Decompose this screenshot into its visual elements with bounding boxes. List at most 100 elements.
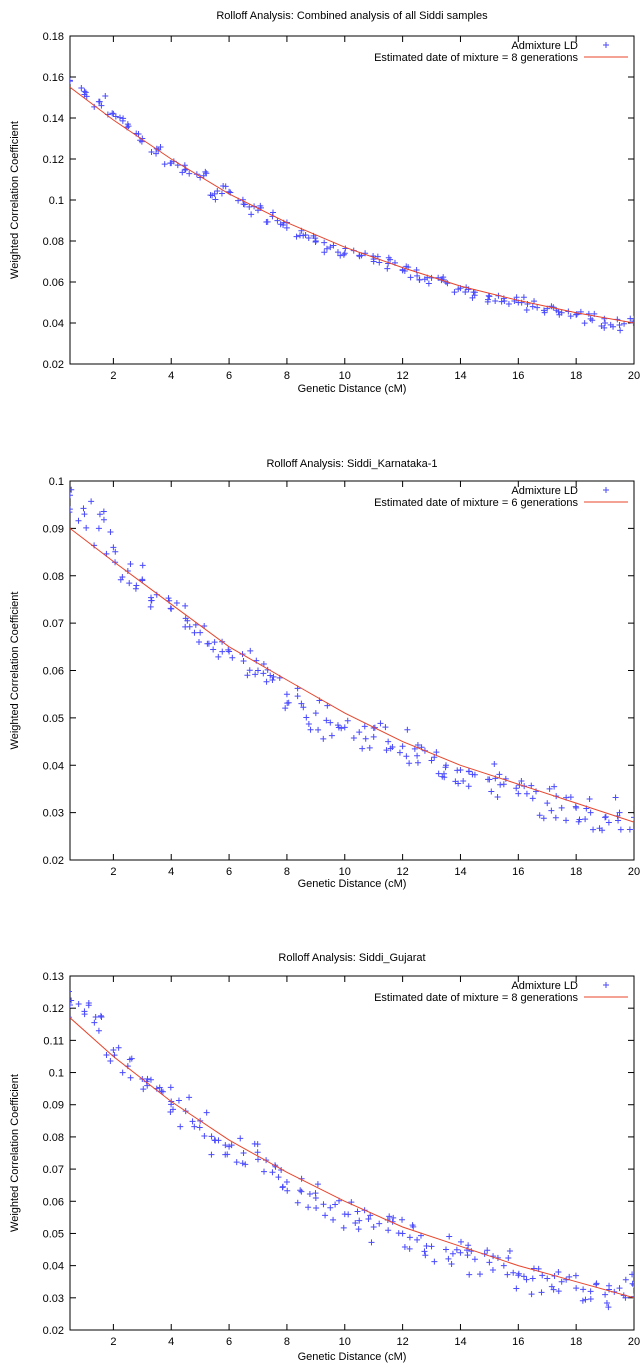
data-point	[428, 1243, 435, 1250]
data-point-jitter	[572, 803, 579, 810]
data-point-jitter	[455, 286, 462, 293]
data-point-jitter	[457, 1238, 464, 1245]
data-point-jitter	[444, 280, 451, 287]
x-tick-label: 4	[168, 370, 174, 382]
data-point-jitter	[207, 192, 214, 199]
data-point-jitter	[469, 294, 476, 301]
data-point	[255, 1156, 261, 1163]
data-point	[298, 700, 305, 707]
data-point-jitter	[523, 1276, 530, 1283]
data-point-jitter	[167, 605, 174, 612]
data-point-jitter	[305, 1204, 312, 1211]
x-tick-label: 6	[226, 1336, 232, 1348]
data-point	[471, 1256, 478, 1263]
data-point-jitter	[233, 1159, 240, 1166]
data-point-jitter	[638, 829, 643, 835]
data-point-jitter	[465, 783, 472, 790]
legend-label: Estimated date of mixture = 8 generation…	[374, 52, 578, 64]
data-point-jitter	[406, 1234, 413, 1241]
fit-line	[70, 86, 634, 324]
data-point-jitter	[598, 323, 605, 330]
y-tick-label: 0.02	[43, 1325, 64, 1337]
data-point-jitter	[636, 829, 642, 835]
data-point-jitter	[404, 726, 411, 733]
data-point	[356, 1217, 363, 1224]
data-point	[327, 1204, 334, 1211]
x-tick-label: 14	[454, 370, 466, 382]
x-tick-label: 18	[570, 866, 582, 878]
y-tick-label: 0.08	[43, 1132, 64, 1144]
y-tick-label: 0.05	[43, 713, 64, 725]
data-point-jitter	[382, 724, 389, 731]
data-point-jitter	[321, 249, 328, 256]
data-point	[414, 752, 421, 759]
data-point-jitter	[528, 782, 535, 789]
data-point	[544, 1275, 551, 1282]
data-point	[587, 1288, 594, 1295]
data-point-jitter	[148, 149, 155, 156]
data-point-jitter	[96, 98, 103, 105]
data-point-jitter	[133, 582, 140, 589]
scatter-series	[70, 486, 643, 835]
data-point-jitter	[220, 183, 227, 190]
x-tick-label: 10	[339, 370, 351, 382]
data-point-jitter	[157, 143, 164, 150]
data-point-jitter	[455, 780, 462, 787]
data-point-jitter	[269, 209, 276, 216]
y-tick-label: 0.09	[43, 1100, 64, 1112]
data-point-jitter	[389, 743, 396, 750]
data-point	[70, 1001, 73, 1008]
data-point-jitter	[186, 170, 193, 177]
data-point-jitter	[406, 1245, 413, 1252]
data-point-jitter	[582, 816, 589, 823]
x-tick-label: 16	[512, 1336, 524, 1348]
data-point-jitter	[439, 773, 446, 780]
data-point	[602, 320, 609, 326]
data-point-jitter	[321, 239, 328, 246]
data-point-jitter	[119, 117, 126, 124]
data-point	[544, 800, 551, 807]
data-point-jitter	[551, 783, 558, 790]
data-point-jitter	[127, 560, 134, 567]
data-point-jitter	[552, 814, 559, 821]
legend-label: Admixture LD	[511, 40, 578, 52]
x-tick-label: 12	[396, 370, 408, 382]
y-tick-label: 0.07	[43, 618, 64, 630]
data-point-jitter	[97, 1012, 104, 1019]
chart-panel-3: Rolloff Analysis: Siddi_Gujarat 2 4 6 8 10 12 1…	[9, 952, 640, 1363]
data-point-jitter	[168, 1101, 175, 1108]
x-tick-label: 8	[284, 1336, 290, 1348]
data-point-jitter	[534, 304, 541, 311]
data-point-jitter	[407, 274, 414, 281]
x-tick-label: 20	[628, 1336, 640, 1348]
data-point-jitter	[313, 1205, 320, 1212]
data-point	[298, 1188, 305, 1195]
data-point	[312, 710, 319, 717]
y-tick-label: 0.03	[43, 1293, 64, 1305]
y-tick-label: 0.06	[43, 1196, 64, 1208]
data-point	[81, 511, 88, 518]
y-tick-label: 0.04	[43, 760, 64, 772]
data-point-jitter	[115, 1044, 122, 1051]
data-point-jitter	[80, 505, 87, 512]
plot-frame	[69, 975, 635, 1331]
data-point-jitter	[293, 233, 300, 240]
data-point-jitter	[448, 1260, 455, 1267]
x-axis-label: Genetic Distance (cM)	[298, 383, 407, 395]
data-point-jitter	[476, 1271, 483, 1278]
data-point-jitter	[494, 793, 501, 800]
chart-title: Rolloff Analysis: Combined analysis of a…	[216, 10, 488, 22]
data-point-jitter	[464, 1252, 471, 1259]
data-point	[573, 1285, 580, 1292]
data-point-jitter	[520, 294, 527, 301]
data-point-jitter	[143, 1078, 150, 1085]
y-tick-label: 0.09	[43, 523, 64, 535]
data-point-jitter	[354, 1208, 361, 1215]
x-tick-label: 8	[284, 370, 290, 382]
data-point	[428, 757, 435, 764]
data-point-jitter	[186, 623, 193, 630]
data-point-jitter	[91, 1019, 98, 1026]
data-point-jitter	[540, 815, 547, 822]
data-point-jitter	[303, 714, 310, 721]
